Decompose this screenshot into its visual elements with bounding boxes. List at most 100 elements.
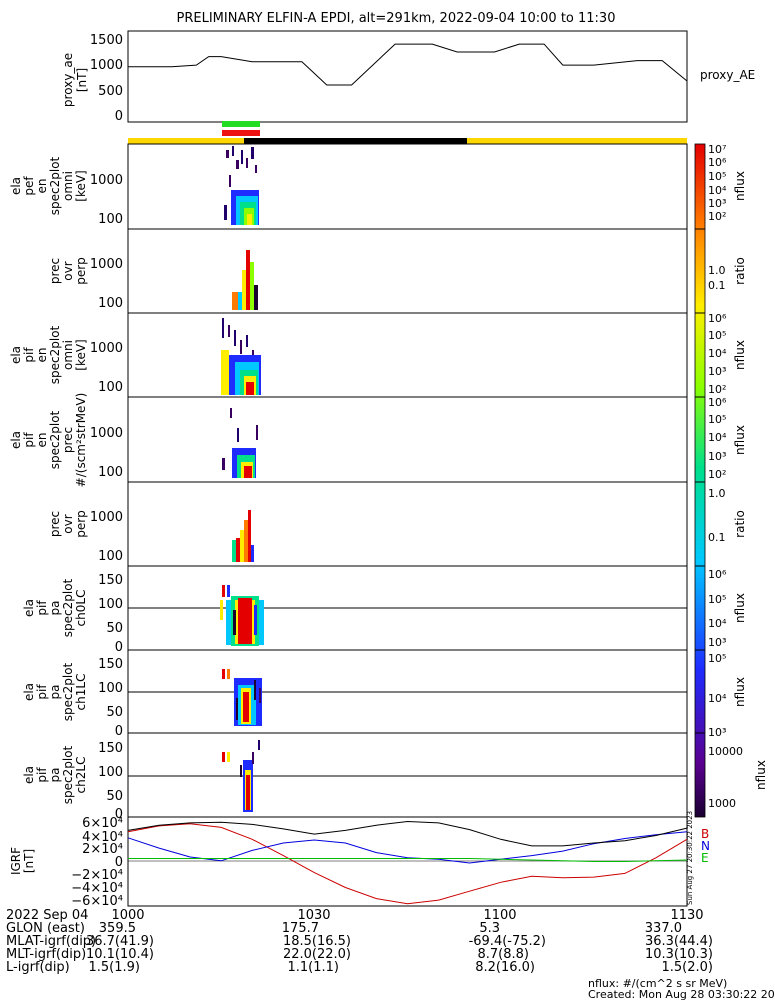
mlat-value-3: -69.4(-75.2) [469,934,546,949]
igrf-frame [127,816,688,907]
pif-ratio-ylabel-1: prec [48,511,62,537]
spec-ylabels: ela pef en spec2plot omni [keV] prec ovr… [9,156,88,804]
cb1-tick-4: 10⁴ [708,184,727,197]
pif-spec-ylabel-3: en [35,348,49,363]
ae-line [128,43,688,86]
igrf-tick-0: 0 [115,855,123,870]
cb6-tick-1: 10⁶ [708,568,727,581]
cb4-tick-4: 10³ [708,450,726,463]
igrf-tick-2e4: 2×10⁴ [82,842,123,857]
pef-ratio-tick-1000: 1000 [90,257,123,272]
pa2-ylabel-2: pif [35,767,49,783]
pa0-tick-100: 100 [98,597,123,612]
pif-prec-ylabel-4: spec2plot [48,410,62,469]
bar-yellow-left [128,138,244,144]
pa0-tick-150: 150 [98,573,123,588]
pef-spec-ylabel-6: [keV] [74,170,88,201]
pa1-tick-50: 50 [106,705,123,720]
mlat-label: MLAT-igrf(dip) [6,934,96,949]
igrf-line-z [127,823,688,905]
lval-label: L-igrf(dip) [6,960,70,975]
igrf-ylabel-2: [nT] [22,849,36,873]
pa0-ylabel-4: spec2plot [61,578,75,637]
ae-frame [127,30,688,123]
pif-spec-ylabel-5: omni [61,340,75,370]
pa-ch2-patch [222,740,260,812]
ae-ylabel-2: [nT] [75,68,89,92]
created-stamp: Created: Mon Aug 28 03:30:22 2023 [588,988,775,1000]
cb3-tick-4: 10³ [708,365,726,378]
pa2-ylabel-4: spec2plot [61,745,75,804]
pa0-ylabel-3: pa [48,601,62,616]
pif-prec-ylabel-1: ela [9,431,23,449]
cb2-label: ratio [733,257,747,285]
mlt-value-3: 8.7(8.8) [478,947,530,962]
pif-ratio-patch [232,510,254,562]
pif-ratio-ylabel-2: ovr [61,514,75,533]
pif-ratio-tick-100: 100 [98,549,123,564]
spectrogram-patches [220,145,264,812]
pa2-tick-0: 0 [115,807,123,822]
pa2-tick-100: 100 [98,765,123,780]
cb1-tick-1: 10⁷ [708,143,726,156]
ae-side-label: proxy_AE [700,68,755,82]
glon-label: GLON (east) [6,921,85,936]
cb8-tick-2: 1000 [708,797,736,810]
colorbar: 10⁷ 10⁶ 10⁵ 10⁴ 10³ 10² nflux 1.0 0.1 ra… [694,143,768,818]
cb3-tick-3: 10⁴ [708,347,727,360]
pif-spec-ylabel-1: ela [9,346,23,364]
time-tick-1000: 1000 [111,908,144,923]
pef-spec-tick-1000: 1000 [90,173,123,188]
pef-spec-patch [224,145,262,227]
cb1-tick-5: 10³ [708,197,726,210]
cb3-tick-5: 10² [708,383,726,396]
pif-spec-patch [221,318,261,395]
lval-value-2: 1.1(1.1) [288,960,340,975]
pef-spec-ylabel-3: en [35,179,49,194]
pa0-ylabel-5: ch0LC [74,590,88,627]
pa1-ylabel-2: pif [35,684,49,700]
pa0-tick-50: 50 [106,621,123,636]
igrf-tick-6e4: 6×10⁴ [82,816,123,831]
indicator-bars [128,121,687,144]
figure-title: PRELIMINARY ELFIN-A EPDI, alt=291km, 202… [177,11,616,26]
cb3-tick-1: 10⁶ [708,312,727,325]
cb5-tick-1: 1.0 [708,487,726,500]
cb6-label: nflux [733,593,747,623]
cb5-tick-2: 0.1 [708,531,726,544]
pef-ratio-ylabel-1: prec [48,258,62,284]
cb2-tick-1: 1.0 [708,264,726,277]
cb5-label: ratio [733,510,747,538]
lval-value-1: 1.5(1.9) [89,960,141,975]
pif-spec-tick-100: 100 [98,380,123,395]
cb2-tick-2: 0.1 [708,279,726,292]
cb7-tick-1: 10⁵ [708,652,726,665]
nflux-units: nflux: #/(cm^2 s sr MeV) [588,977,727,990]
pa2-tick-50: 50 [106,789,123,804]
pif-prec-patch [222,408,258,478]
cb1-tick-3: 10⁵ [708,170,726,183]
pif-spec-ylabel-2: pif [22,347,36,363]
cb7-tick-2: 10⁴ [708,692,727,705]
time-tick-1030: 1030 [297,908,330,923]
mlat-value-1: 36.7(41.9) [86,934,154,949]
igrf-tick-m6e4: −6×10⁴ [71,894,123,909]
pa2-tick-150: 150 [98,741,123,756]
bar-yellow-right [467,138,687,144]
pif-ratio-ylabel-3: perp [74,510,88,538]
pef-ratio-ylabel-3: perp [74,257,88,285]
glon-value-1: 359.5 [99,921,136,936]
pa2-ylabel-5: ch2LC [74,757,88,794]
pif-spec-ylabel-4: spec2plot [48,325,62,384]
pif-ratio-tick-1000: 1000 [90,510,123,525]
bar-red [222,130,260,136]
lval-value-4: 1.5(2.0) [662,960,714,975]
pef-spec-ylabel-4: spec2plot [48,156,62,215]
ae-panel: proxy_ae [nT] 1500 1000 500 0 proxy_AE [61,30,755,124]
pa1-ylabel-3: pa [48,685,62,700]
igrf-panel: IGRF [nT] 6×10⁴ 4×10⁴ 2×10⁴ 0 −2×10⁴ −4×… [9,816,710,909]
time-tick-1130: 1130 [670,908,703,923]
pa1-ylabel-5: ch1LC [74,674,88,711]
pef-spec-ylabel-5: omni [61,171,75,201]
pif-spec-ylabel-6: [keV] [74,339,88,370]
